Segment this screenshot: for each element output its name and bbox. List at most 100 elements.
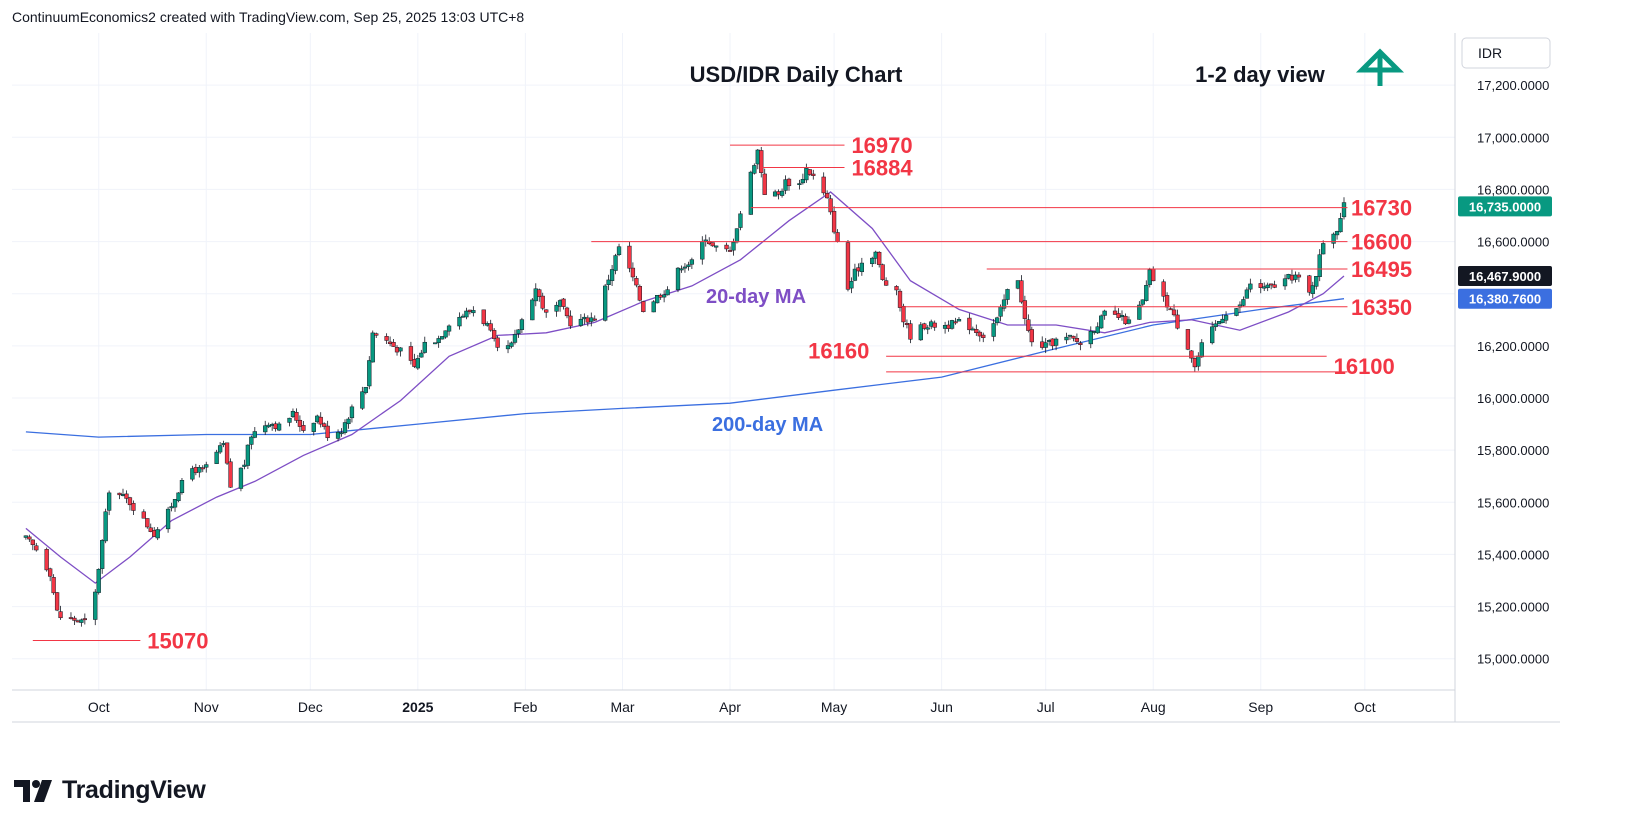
candle-up bbox=[734, 228, 740, 243]
candle-down bbox=[1258, 283, 1263, 288]
candle-up bbox=[661, 294, 667, 298]
candle-up bbox=[360, 391, 365, 409]
candle-up bbox=[714, 245, 719, 248]
candle-down bbox=[727, 250, 733, 252]
candle-up bbox=[1213, 323, 1218, 328]
candle-down bbox=[828, 198, 833, 213]
candle-down bbox=[762, 173, 767, 195]
x-tick-label: 2025 bbox=[402, 699, 433, 715]
candle-up bbox=[1334, 231, 1340, 236]
candle-down bbox=[1269, 283, 1274, 286]
x-tick-label: Oct bbox=[88, 699, 110, 715]
level-label-16600: 16600 bbox=[1351, 230, 1412, 255]
level-label-16970: 16970 bbox=[851, 133, 912, 158]
candlestick-series bbox=[23, 146, 1347, 627]
candle-up bbox=[994, 317, 1000, 324]
candle-down bbox=[492, 330, 497, 339]
candle-down bbox=[1164, 295, 1170, 308]
candle-down bbox=[1175, 314, 1180, 329]
axes: 15,000.0000 15,200.0000 15,400.0000 15,600.… bbox=[12, 33, 1560, 723]
level-label-16495: 16495 bbox=[1351, 257, 1412, 282]
x-tick-label: May bbox=[821, 699, 847, 715]
candle-up bbox=[1331, 233, 1336, 244]
candle-down bbox=[124, 493, 129, 499]
candle-down bbox=[831, 210, 837, 233]
candle-up bbox=[1053, 338, 1059, 346]
candle-up bbox=[433, 342, 438, 345]
candle-up bbox=[242, 464, 247, 467]
y-tick-label: 15,400.0000 bbox=[1477, 547, 1549, 562]
candle-down bbox=[297, 419, 303, 427]
x-tick-label: Jun bbox=[930, 699, 953, 715]
candle-down bbox=[200, 467, 205, 470]
candle-up bbox=[443, 330, 448, 338]
currency-box[interactable]: IDR bbox=[1461, 37, 1551, 69]
price-tag-label: 16,467.9000 bbox=[1469, 269, 1541, 284]
candle-down bbox=[294, 412, 299, 421]
candle-down bbox=[1071, 335, 1076, 339]
candle-up bbox=[1314, 276, 1319, 287]
candle-down bbox=[544, 309, 549, 313]
price-tag bbox=[1458, 266, 1552, 287]
candle-up bbox=[370, 332, 375, 363]
candle-up bbox=[675, 267, 681, 290]
candle-down bbox=[141, 511, 146, 519]
candle-down bbox=[1296, 274, 1302, 278]
x-tick-label: Oct bbox=[1354, 699, 1376, 715]
x-tick-label: Feb bbox=[513, 699, 537, 715]
candle-down bbox=[322, 423, 327, 427]
candle-up bbox=[1064, 336, 1069, 341]
candle-down bbox=[877, 251, 882, 265]
candle-up bbox=[519, 319, 525, 330]
candle-down bbox=[786, 178, 792, 187]
candle-up bbox=[1317, 254, 1322, 277]
candle-up bbox=[1001, 299, 1007, 309]
candle-up bbox=[79, 619, 84, 623]
candle-up bbox=[603, 285, 608, 321]
candle-up bbox=[700, 241, 705, 260]
candle-up bbox=[342, 422, 348, 433]
candle-up bbox=[689, 259, 695, 265]
candle-down bbox=[637, 286, 642, 301]
tradingview-logo-icon bbox=[14, 779, 52, 802]
candle-down bbox=[981, 334, 986, 338]
candle-down bbox=[1026, 319, 1031, 331]
candle-down bbox=[1022, 300, 1028, 319]
candle-down bbox=[1112, 310, 1118, 315]
candle-up bbox=[686, 264, 691, 267]
y-tick-label: 17,000.0000 bbox=[1477, 130, 1549, 145]
y-tick-label: 16,000.0000 bbox=[1477, 391, 1549, 406]
candle-down bbox=[1161, 281, 1166, 297]
candle-down bbox=[540, 295, 545, 309]
candle-up bbox=[1099, 315, 1104, 329]
candle-up bbox=[1088, 331, 1093, 345]
candle-up bbox=[1223, 315, 1229, 321]
candle-up bbox=[287, 417, 292, 423]
candle-down bbox=[228, 461, 233, 488]
candle-up bbox=[266, 424, 271, 428]
candle-down bbox=[710, 242, 715, 247]
candle-down bbox=[391, 342, 396, 347]
candle-down bbox=[408, 346, 414, 361]
candle-up bbox=[651, 301, 656, 313]
tradingview-footer: TradingView bbox=[14, 776, 206, 805]
candle-down bbox=[1029, 329, 1034, 343]
plot-area bbox=[12, 33, 1455, 690]
candle-down bbox=[488, 323, 493, 331]
candle-up bbox=[870, 257, 875, 265]
y-tick-label: 15,800.0000 bbox=[1477, 443, 1549, 458]
candle-up bbox=[339, 432, 344, 435]
x-tick-label: Nov bbox=[194, 699, 219, 715]
candle-down bbox=[537, 289, 542, 297]
candle-up bbox=[1144, 285, 1149, 301]
candle-down bbox=[561, 298, 566, 307]
candle-down bbox=[224, 442, 230, 464]
candle-up bbox=[96, 568, 101, 593]
candle-up bbox=[609, 269, 615, 281]
price-tag bbox=[1458, 196, 1552, 217]
candle-up bbox=[204, 464, 209, 468]
chart-subtitle: 1-2 day view bbox=[1195, 62, 1326, 87]
candle-up bbox=[217, 445, 223, 453]
candle-down bbox=[34, 545, 39, 551]
